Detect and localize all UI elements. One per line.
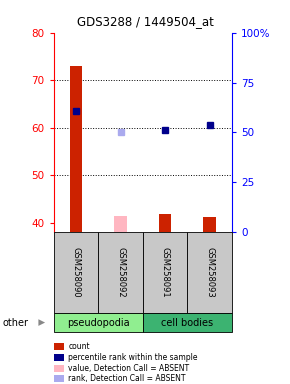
Text: rank, Detection Call = ABSENT: rank, Detection Call = ABSENT <box>68 374 186 383</box>
Text: count: count <box>68 342 90 351</box>
Text: value, Detection Call = ABSENT: value, Detection Call = ABSENT <box>68 364 189 372</box>
Text: GDS3288 / 1449504_at: GDS3288 / 1449504_at <box>77 15 213 28</box>
Text: GSM258090: GSM258090 <box>71 247 80 298</box>
Bar <box>204 217 216 232</box>
Bar <box>114 216 127 232</box>
Bar <box>70 66 82 232</box>
Bar <box>159 214 171 232</box>
Text: GSM258092: GSM258092 <box>116 247 125 298</box>
Text: cell bodies: cell bodies <box>161 318 213 328</box>
Text: pseudopodia: pseudopodia <box>67 318 130 328</box>
Text: GSM258093: GSM258093 <box>205 247 214 298</box>
Text: percentile rank within the sample: percentile rank within the sample <box>68 353 198 362</box>
Text: other: other <box>3 318 29 328</box>
Text: GSM258091: GSM258091 <box>161 247 170 298</box>
